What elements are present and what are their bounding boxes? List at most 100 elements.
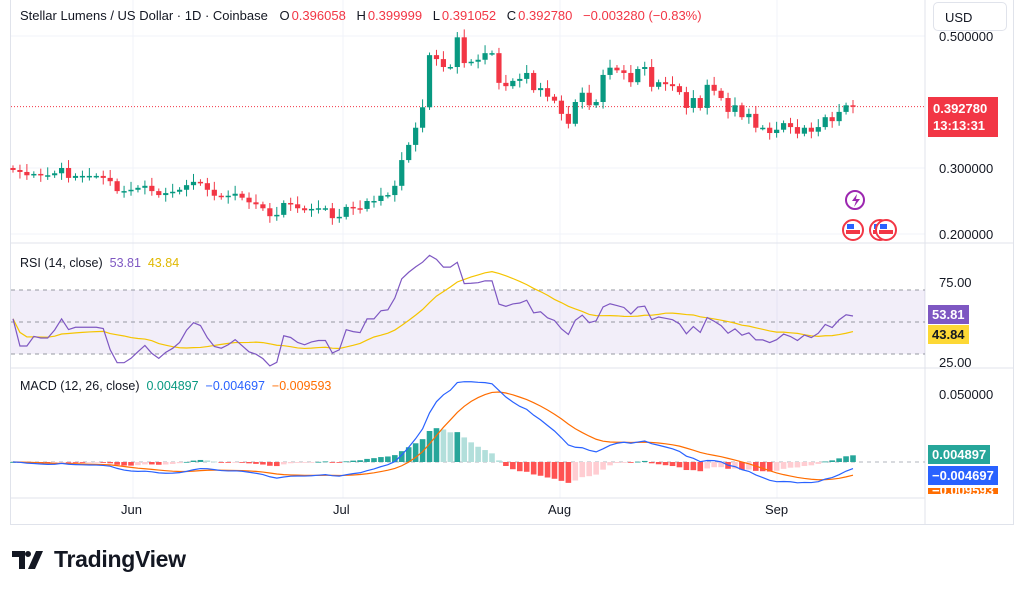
macd-histogram-bar (801, 462, 808, 467)
macd-histogram-bar (759, 462, 766, 472)
candle-body (531, 72, 537, 91)
candle-body (711, 84, 717, 91)
candle-body (496, 53, 502, 83)
candle-body (517, 78, 523, 81)
rsi-tag: 53.81 (928, 305, 969, 324)
candle-body (440, 59, 447, 68)
macd-histogram-bar (225, 462, 232, 463)
candle-body (676, 86, 683, 93)
macd-histogram-bar (398, 451, 405, 462)
macd-signal-line (12, 391, 854, 481)
macd-histogram-bar (135, 462, 141, 466)
bar-countdown: 13:13:31 (933, 118, 986, 133)
close-value: 0.392780 (518, 8, 573, 23)
candle-body (829, 117, 835, 122)
macd-histogram-bar (253, 462, 259, 464)
candle-body (239, 193, 245, 198)
candle-body (635, 69, 641, 83)
low-value: 0.391052 (441, 8, 497, 23)
macd-label: MACD (12, 26, close) (20, 379, 140, 393)
tradingview-logo-icon (12, 550, 43, 569)
macd-histogram-bar (412, 443, 419, 462)
macd-histogram-bar (79, 462, 86, 463)
candle-body (815, 127, 821, 132)
macd-histogram-bar (489, 453, 495, 462)
macd-histogram-bar (572, 462, 579, 481)
macd-histogram-bar (246, 462, 252, 464)
macd-histogram-bar (600, 462, 606, 470)
tradingview-logo[interactable]: TradingView (12, 546, 186, 573)
macd-histogram-bar (822, 461, 829, 463)
candle-body (100, 175, 106, 178)
candle-body (551, 96, 558, 101)
currency-button[interactable]: USD (933, 2, 1007, 31)
macd-histogram-bar (280, 462, 287, 465)
macd-histogram-bar (315, 461, 322, 463)
candle-body (246, 197, 252, 203)
candle-body (218, 195, 224, 198)
macd-histogram-bar (829, 460, 835, 462)
candle-body (114, 181, 120, 192)
macd-histogram-bar (155, 462, 162, 465)
macd-histogram-bar (662, 462, 669, 466)
candle-body (614, 67, 620, 71)
candle-body (385, 195, 391, 197)
macd-histogram-bar (58, 462, 65, 463)
candle-body (413, 127, 419, 145)
chart-canvas[interactable] (0, 0, 1024, 525)
candle-body (17, 169, 23, 172)
candle-body (649, 67, 655, 87)
macd-histogram-bar (516, 462, 523, 472)
macd-histogram-bar (190, 460, 197, 462)
candle-body (86, 175, 92, 178)
macd-histogram-bar (405, 447, 412, 462)
candle-body (406, 144, 412, 161)
x-tick-jun: Jun (121, 502, 142, 517)
macd-histogram-bar (461, 437, 468, 462)
candle-body (586, 92, 592, 106)
macd-histogram-bar (204, 460, 211, 462)
change-value: −0.003280 (−0.83%) (583, 8, 702, 23)
macd-tag: −0.004697 (928, 466, 998, 485)
candle-body (58, 168, 65, 174)
macd-histogram-bar (704, 462, 711, 469)
candle-body (288, 202, 294, 205)
candle-body (392, 185, 398, 196)
candle-body (697, 98, 703, 108)
macd-histogram-bar (676, 462, 683, 468)
candle-body (593, 102, 599, 106)
macd-histogram-bar (628, 462, 634, 463)
candle-body (267, 208, 273, 217)
candle-body (426, 55, 433, 108)
macd-histogram-bar (197, 459, 204, 462)
macd-histogram-bar (51, 462, 58, 463)
candle-body (572, 102, 578, 124)
candle-body (524, 72, 530, 79)
macd-histogram-bar (211, 461, 218, 463)
candle-body (135, 187, 141, 190)
macd-histogram-bar (510, 462, 516, 470)
candle-body (662, 82, 669, 85)
candle-body (579, 92, 585, 102)
candle-body (725, 98, 731, 112)
macd-histogram-bar (815, 462, 822, 464)
candle-body (336, 216, 342, 219)
macd-histogram-bar (655, 462, 662, 465)
candle-body (399, 160, 405, 186)
high-label: H (356, 8, 366, 23)
macd-histogram-bar (836, 458, 842, 462)
macd-histogram-bar (648, 462, 655, 464)
candle-body (10, 168, 16, 170)
candle-body (308, 208, 315, 211)
candle-body (746, 113, 752, 118)
macd-histogram-bar (454, 432, 461, 462)
hist-tag: 0.004897 (928, 445, 991, 464)
last-price-value: 0.392780 (933, 101, 988, 116)
candle-body (315, 208, 322, 210)
macd-histogram-bar (86, 462, 93, 463)
candle-body (322, 208, 328, 210)
candle-body (301, 208, 308, 211)
candle-body (656, 82, 662, 87)
candle-body (274, 214, 280, 217)
last-price-tag: 0.392780 13:13:31 (928, 97, 998, 137)
